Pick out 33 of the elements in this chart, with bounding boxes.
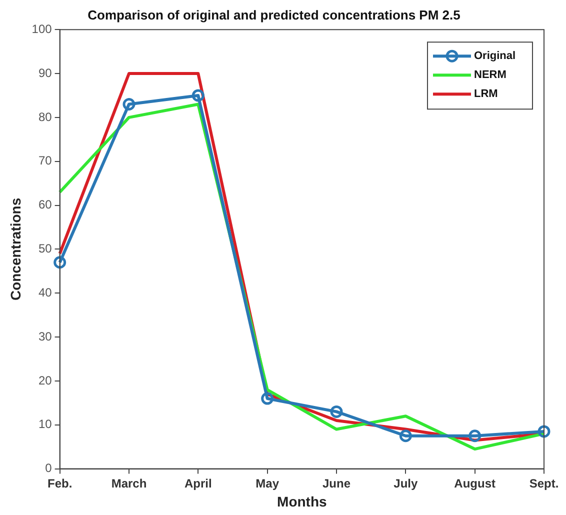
y-tick-label: 20 (38, 373, 52, 388)
x-tick-label: July (394, 476, 418, 490)
y-tick-label: 0 (45, 461, 52, 476)
x-tick-label: May (256, 476, 280, 490)
y-tick-label: 100 (32, 22, 52, 36)
legend-label: Original (474, 50, 516, 62)
point (122, 98, 136, 111)
y-tick-label: 50 (38, 242, 52, 256)
x-tick-label: Sept. (529, 476, 559, 490)
y-tick-label: 40 (38, 285, 52, 300)
y-axis-title: Concentrations (7, 198, 24, 301)
y-tick-label: 10 (38, 417, 52, 432)
point (538, 425, 550, 438)
point (261, 392, 274, 405)
legend-label: LRM (474, 88, 498, 100)
x-axis-title: Months (277, 493, 328, 510)
y-tick-label: 30 (38, 329, 52, 344)
point (399, 430, 412, 442)
y-tick-label: 90 (38, 66, 52, 80)
point (468, 430, 482, 442)
y-tick-label: 70 (38, 154, 52, 168)
x-tick-label: March (111, 476, 147, 490)
x-tick-label: Feb. (47, 476, 72, 490)
legend-label: NERM (474, 69, 506, 82)
point (192, 89, 204, 102)
y-tick-label: 60 (38, 198, 52, 212)
x-tick-label: June (322, 476, 351, 490)
point (54, 256, 66, 269)
chart-title: Comparison of original and predicted concentrations PM 2.5 (88, 7, 460, 22)
x-tick-label: August (454, 476, 496, 490)
y-tick-label: 80 (38, 110, 52, 124)
point (330, 405, 343, 418)
x-tick-label: April (184, 476, 212, 490)
